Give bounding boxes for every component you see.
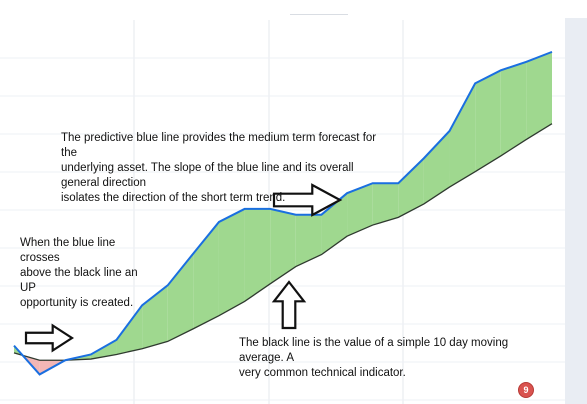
- blue-line-annotation: The predictive blue line provides the me…: [61, 132, 377, 204]
- ma-arrow: [271, 280, 307, 330]
- fill-area-above: [500, 61, 527, 156]
- fill-area-above: [321, 193, 348, 255]
- moving-average-line: [13, 123, 553, 361]
- top-divider: [290, 14, 348, 15]
- crossover-annotation: When the blue line crosses above the bla…: [20, 237, 138, 309]
- fill-area-above: [218, 208, 245, 316]
- fill-area-above: [167, 253, 194, 342]
- right-scrollbar[interactable]: [565, 18, 587, 404]
- fill-area-above: [244, 208, 271, 302]
- fill-area-above: [193, 221, 219, 329]
- cross-arrow: [24, 323, 75, 353]
- fill-area-above: [398, 158, 424, 218]
- fill-area-above: [295, 214, 322, 267]
- fill-area-above: [116, 305, 143, 355]
- forecast-line: [13, 50, 553, 376]
- fill-area-above: [90, 339, 117, 360]
- fill-area-above: [526, 51, 552, 140]
- fill-area-above: [475, 70, 501, 172]
- fill-area-above: [372, 183, 399, 226]
- notification-badge[interactable]: 9: [518, 382, 534, 398]
- trend-arrow: [272, 183, 343, 217]
- fill-area-above: [270, 208, 296, 284]
- fill-area-above: [347, 183, 373, 237]
- fill-area-above: [423, 130, 450, 204]
- fill-area-above: [449, 83, 476, 188]
- moving-average-annotation: The black line is the value of a simple …: [239, 337, 509, 379]
